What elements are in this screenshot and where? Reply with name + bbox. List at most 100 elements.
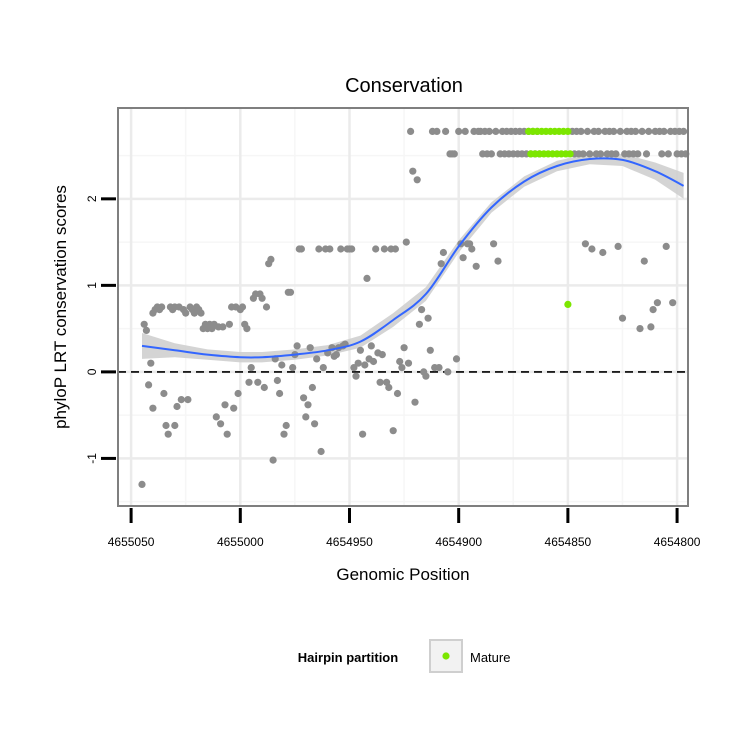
panel-border xyxy=(117,107,689,507)
point xyxy=(293,342,301,350)
point xyxy=(160,389,168,398)
y-tick-label: -1 xyxy=(85,453,99,464)
point xyxy=(297,245,305,253)
point xyxy=(380,245,388,253)
point xyxy=(378,351,386,359)
confidence-band xyxy=(118,153,688,373)
point xyxy=(487,150,495,158)
point xyxy=(304,401,312,409)
point xyxy=(398,364,406,372)
point xyxy=(664,150,672,158)
point xyxy=(140,320,148,328)
x-tick-label: 4654950 xyxy=(326,535,373,549)
point xyxy=(158,303,166,311)
point xyxy=(177,396,185,404)
point xyxy=(278,361,286,369)
data-points xyxy=(138,127,690,488)
point xyxy=(407,127,415,135)
point xyxy=(400,344,408,352)
point-mature xyxy=(564,300,572,308)
point xyxy=(439,248,447,257)
legend-label-mature: Mature xyxy=(470,650,510,665)
point xyxy=(348,245,356,253)
point xyxy=(282,421,290,430)
point xyxy=(363,274,371,282)
point xyxy=(468,245,476,253)
point xyxy=(308,383,316,392)
point xyxy=(164,430,172,438)
point xyxy=(326,245,334,253)
point xyxy=(647,323,655,331)
point xyxy=(273,376,281,385)
point xyxy=(490,240,498,248)
point xyxy=(645,127,653,135)
point xyxy=(260,383,268,392)
point xyxy=(669,299,677,307)
point xyxy=(653,299,662,307)
point xyxy=(642,150,651,158)
y-tick-label: 1 xyxy=(85,282,99,289)
point xyxy=(369,357,378,366)
point xyxy=(173,402,181,411)
point xyxy=(610,127,618,135)
point xyxy=(459,254,467,262)
point xyxy=(262,303,271,311)
point xyxy=(426,346,434,354)
point xyxy=(361,361,369,369)
point xyxy=(638,127,646,135)
point xyxy=(138,480,146,488)
point xyxy=(402,238,410,246)
point xyxy=(225,320,233,328)
point xyxy=(424,314,432,322)
point xyxy=(472,262,480,270)
point xyxy=(306,344,314,352)
smooth-line xyxy=(141,157,685,359)
point xyxy=(197,309,205,317)
point xyxy=(662,242,670,250)
point xyxy=(404,359,413,367)
point xyxy=(286,288,295,296)
smooth-curve xyxy=(141,157,685,359)
point xyxy=(461,127,469,135)
point xyxy=(577,127,585,135)
point-mature xyxy=(564,127,572,135)
point xyxy=(230,404,238,412)
point xyxy=(452,355,461,363)
point xyxy=(245,378,253,386)
point xyxy=(182,309,190,317)
legend-title: Hairpin partition xyxy=(298,650,398,665)
point xyxy=(302,413,310,421)
point xyxy=(317,447,325,456)
point xyxy=(238,303,247,311)
y-tick-label: 0 xyxy=(85,368,99,375)
y-axis: -1 0 1 2 xyxy=(85,195,116,464)
legend-key-mature-marker xyxy=(442,652,450,660)
point xyxy=(442,127,450,135)
point xyxy=(435,364,443,372)
point xyxy=(411,398,419,406)
legend: Hairpin partition Mature xyxy=(298,639,510,673)
point xyxy=(171,421,179,430)
point xyxy=(680,127,688,135)
y-tick-label: 2 xyxy=(85,195,99,202)
point xyxy=(586,150,594,158)
point xyxy=(372,245,380,253)
point xyxy=(409,167,417,175)
point xyxy=(332,351,340,359)
point xyxy=(660,127,668,135)
point xyxy=(247,364,255,372)
point xyxy=(450,150,458,158)
point xyxy=(243,325,251,333)
point xyxy=(145,381,153,389)
point xyxy=(455,127,463,135)
point xyxy=(311,420,319,428)
point xyxy=(391,245,399,253)
point xyxy=(594,127,603,135)
point xyxy=(376,378,384,386)
point xyxy=(413,176,421,184)
point xyxy=(393,389,402,398)
point xyxy=(147,359,155,367)
point xyxy=(258,294,266,302)
point xyxy=(315,245,323,253)
point xyxy=(280,430,288,438)
